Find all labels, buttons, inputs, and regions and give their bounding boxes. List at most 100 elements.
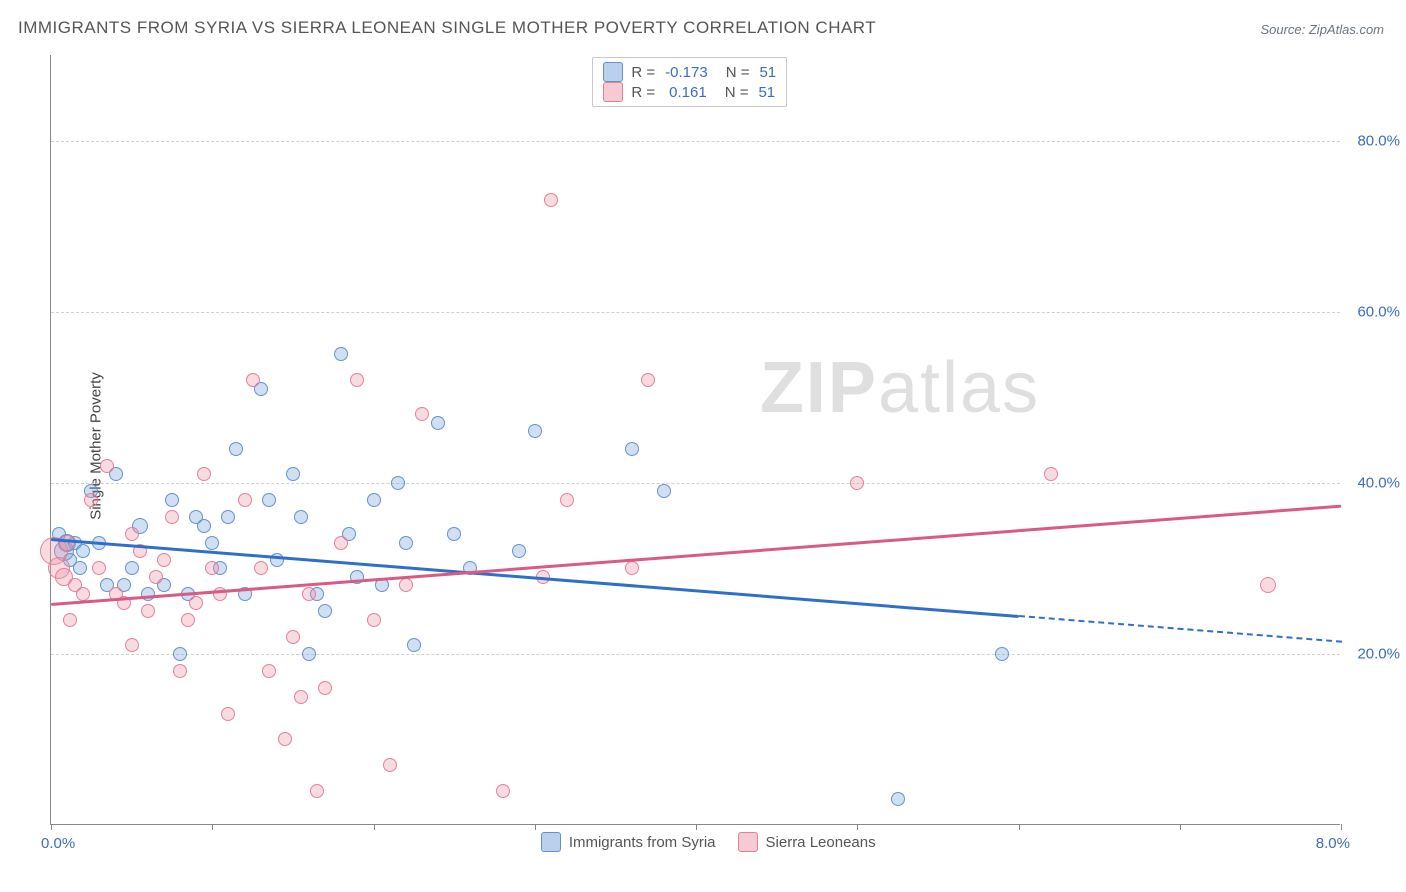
data-point <box>141 604 155 618</box>
data-point <box>173 664 187 678</box>
data-point <box>254 561 268 575</box>
data-point <box>891 792 905 806</box>
data-point <box>59 535 75 551</box>
r-value-blue: -0.173 <box>665 64 708 81</box>
chart-title: IMMIGRANTS FROM SYRIA VS SIERRA LEONEAN … <box>18 18 876 38</box>
r-label: R = <box>631 84 655 101</box>
data-point <box>318 681 332 695</box>
data-point <box>995 647 1009 661</box>
n-value-blue: 51 <box>759 64 776 81</box>
watermark-bold: ZIP <box>760 348 878 428</box>
data-point <box>229 442 243 456</box>
data-point <box>141 587 155 601</box>
data-point <box>399 536 413 550</box>
data-point <box>407 638 421 652</box>
data-point <box>92 561 106 575</box>
legend-item-pink: Sierra Leoneans <box>738 832 876 852</box>
data-point <box>1044 467 1058 481</box>
data-point <box>383 758 397 772</box>
data-point <box>850 476 864 490</box>
data-point <box>76 544 90 558</box>
data-point <box>334 347 348 361</box>
scatter-plot-area: ZIPatlas R = -0.173 N = 51 R = 0.161 N =… <box>50 55 1340 825</box>
x-tick <box>212 824 213 830</box>
data-point <box>528 424 542 438</box>
data-point <box>246 373 260 387</box>
x-tick <box>1341 824 1342 830</box>
data-point <box>302 587 316 601</box>
r-label: R = <box>631 64 655 81</box>
data-point <box>1260 577 1276 593</box>
data-point <box>157 553 171 567</box>
x-axis-end-label: 8.0% <box>1316 835 1350 852</box>
data-point <box>625 561 639 575</box>
data-point <box>125 638 139 652</box>
watermark: ZIPatlas <box>760 347 1040 429</box>
data-point <box>496 784 510 798</box>
trend-line-dash <box>1018 615 1341 643</box>
data-point <box>262 493 276 507</box>
data-point <box>294 690 308 704</box>
data-point <box>318 604 332 618</box>
legend-item-blue: Immigrants from Syria <box>541 832 716 852</box>
data-point <box>302 647 316 661</box>
data-point <box>125 561 139 575</box>
data-point <box>350 373 364 387</box>
data-point <box>544 193 558 207</box>
data-point <box>181 613 195 627</box>
gridline <box>51 141 1340 142</box>
gridline <box>51 312 1340 313</box>
data-point <box>76 587 90 601</box>
data-point <box>125 527 139 541</box>
r-value-pink: 0.161 <box>669 84 707 101</box>
data-point <box>294 510 308 524</box>
data-point <box>415 407 429 421</box>
data-point <box>367 613 381 627</box>
data-point <box>149 570 163 584</box>
data-point <box>367 493 381 507</box>
data-point <box>625 442 639 456</box>
data-point <box>165 510 179 524</box>
n-value-pink: 51 <box>758 84 775 101</box>
series-legend: Immigrants from Syria Sierra Leoneans <box>541 832 876 852</box>
data-point <box>63 613 77 627</box>
correlation-legend: R = -0.173 N = 51 R = 0.161 N = 51 <box>592 57 787 107</box>
legend-label-blue: Immigrants from Syria <box>569 834 716 851</box>
corr-row-blue: R = -0.173 N = 51 <box>603 62 776 82</box>
data-point <box>73 561 87 575</box>
swatch-pink-icon <box>603 82 623 102</box>
data-point <box>238 493 252 507</box>
x-tick <box>51 824 52 830</box>
data-point <box>512 544 526 558</box>
data-point <box>197 467 211 481</box>
data-point <box>310 784 324 798</box>
gridline <box>51 654 1340 655</box>
x-tick <box>1180 824 1181 830</box>
data-point <box>205 536 219 550</box>
swatch-blue-icon <box>541 832 561 852</box>
source-attribution: Source: ZipAtlas.com <box>1260 22 1384 37</box>
legend-label-pink: Sierra Leoneans <box>766 834 876 851</box>
n-label: N = <box>725 84 749 101</box>
data-point <box>657 484 671 498</box>
y-tick-label: 40.0% <box>1357 474 1400 491</box>
data-point <box>221 510 235 524</box>
data-point <box>391 476 405 490</box>
data-point <box>221 707 235 721</box>
data-point <box>205 561 219 575</box>
n-label: N = <box>726 64 750 81</box>
x-tick <box>857 824 858 830</box>
swatch-blue-icon <box>603 62 623 82</box>
data-point <box>641 373 655 387</box>
x-tick <box>1019 824 1020 830</box>
swatch-pink-icon <box>738 832 758 852</box>
data-point <box>278 732 292 746</box>
data-point <box>431 416 445 430</box>
x-tick <box>535 824 536 830</box>
data-point <box>262 664 276 678</box>
x-tick <box>374 824 375 830</box>
gridline <box>51 483 1340 484</box>
data-point <box>173 647 187 661</box>
data-point <box>560 493 574 507</box>
y-tick-label: 20.0% <box>1357 645 1400 662</box>
